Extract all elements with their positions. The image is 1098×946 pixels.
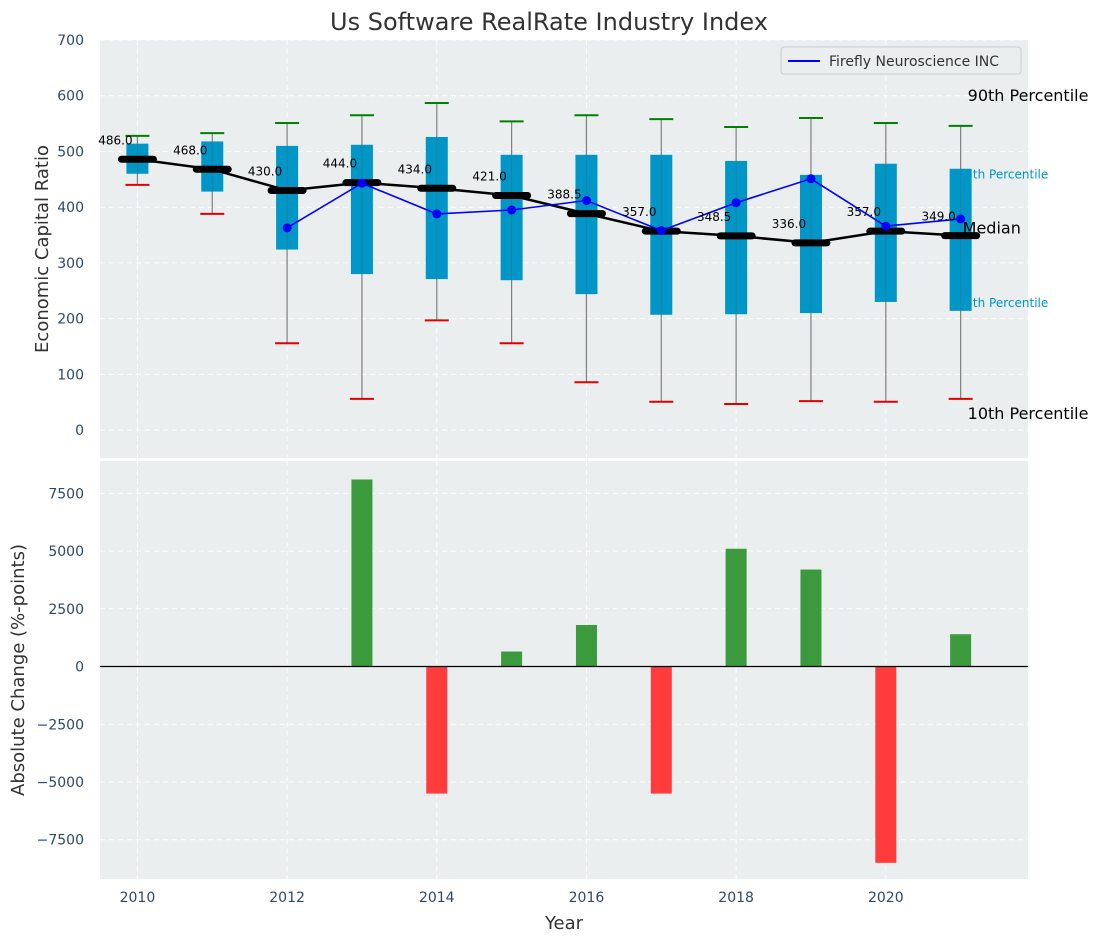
company-series-point	[357, 178, 367, 188]
median-value-label: 430.0	[248, 164, 282, 178]
median-value-label: 434.0	[398, 162, 432, 176]
median-line-group	[117, 155, 981, 247]
change-bar	[800, 569, 822, 667]
chart-title: Us Software RealRate Industry Index	[330, 8, 768, 36]
change-bar	[351, 479, 373, 667]
legend-entry-label: Firefly Neuroscience INC	[829, 54, 999, 70]
bottom-x-axis: 2010 2012 2014 2016 2018 2020	[120, 890, 904, 906]
median-value-label: 468.0	[173, 143, 207, 157]
percentile-annotation-group: 90th Percentile 75th Percentile Median 25th…	[958, 86, 1089, 423]
top-y-tick-label: 100	[57, 367, 84, 383]
company-series-point	[881, 221, 891, 231]
bottom-y-tick-label: 7500	[48, 486, 84, 502]
company-line-group	[282, 174, 966, 236]
change-bar	[875, 666, 897, 863]
bottom-y-axis: −7500 −5000 −2500 0 2500 5000 7500	[37, 486, 84, 848]
top-y-tick-label: 300	[57, 256, 84, 272]
bottom-y-tick-label: −2500	[37, 717, 84, 733]
median-value-label: 336.0	[772, 217, 806, 231]
median-value-label: 357.0	[622, 205, 656, 219]
x-tick-label: 2020	[868, 890, 904, 906]
top-y-tick-label: 700	[57, 33, 84, 49]
x-tick-label: 2010	[120, 890, 156, 906]
box-plot-group	[125, 101, 973, 405]
top-y-tick-label: 600	[57, 89, 84, 105]
top-panel-background	[100, 40, 1028, 458]
x-axis-label: Year	[544, 913, 584, 934]
x-tick-label: 2018	[718, 890, 754, 906]
median-value-label: 349.0	[921, 210, 955, 224]
company-series-point	[956, 214, 966, 224]
company-series-point	[806, 174, 816, 184]
top-y-tick-label: 200	[57, 312, 84, 328]
median-value-label: 388.5	[547, 188, 581, 202]
top-y-axis: 0 100 200 300 400 500 600 700	[57, 33, 84, 439]
company-series-point	[432, 209, 442, 219]
company-series-point	[581, 196, 591, 206]
median-label-group: 486.0 468.0 430.0 444.0 434.0 421.0 388.5 357.0…	[98, 133, 956, 231]
change-bar	[426, 666, 448, 794]
bottom-y-axis-label: Absolute Change (%-points)	[8, 544, 29, 796]
x-tick-label: 2012	[269, 890, 305, 906]
median-value-label: 348.5	[697, 210, 731, 224]
annotation-p90: 90th Percentile	[968, 86, 1089, 105]
bottom-y-tick-label: 2500	[48, 602, 84, 618]
company-series-point	[731, 198, 741, 208]
bar-group	[351, 479, 972, 863]
bottom-y-tick-label: 0	[75, 660, 84, 676]
legend: Firefly Neuroscience INC	[780, 46, 1022, 75]
legend-box	[780, 46, 1022, 75]
bottom-y-tick-label: −7500	[37, 833, 84, 849]
x-tick-label: 2014	[419, 890, 455, 906]
change-bar	[725, 548, 747, 667]
annotation-p10: 10th Percentile	[968, 404, 1089, 423]
company-series-point	[282, 223, 292, 233]
annotation-median: Median	[963, 219, 1021, 238]
change-bar	[950, 634, 972, 667]
top-y-axis-label: Economic Capital Ratio	[32, 145, 53, 353]
company-series-point	[507, 205, 517, 215]
x-tick-label: 2016	[569, 890, 605, 906]
company-series-line	[286, 177, 961, 232]
annotation-p25: 25th Percentile	[958, 296, 1049, 310]
change-bar	[501, 651, 523, 667]
company-series-point	[656, 226, 666, 236]
bottom-panel-background	[100, 461, 1028, 879]
median-value-label: 486.0	[98, 133, 132, 147]
top-y-tick-label: 0	[75, 423, 84, 439]
top-y-tick-label: 400	[57, 200, 84, 216]
bottom-y-tick-label: 5000	[48, 544, 84, 560]
change-bar	[650, 666, 672, 794]
median-value-label: 444.0	[323, 157, 357, 171]
top-y-tick-label: 500	[57, 144, 84, 160]
bottom-y-tick-label: −5000	[37, 775, 84, 791]
median-value-label: 421.0	[472, 169, 506, 183]
change-bar	[575, 624, 597, 667]
median-value-label: 357.0	[847, 205, 881, 219]
annotation-p75: 75th Percentile	[958, 168, 1049, 182]
